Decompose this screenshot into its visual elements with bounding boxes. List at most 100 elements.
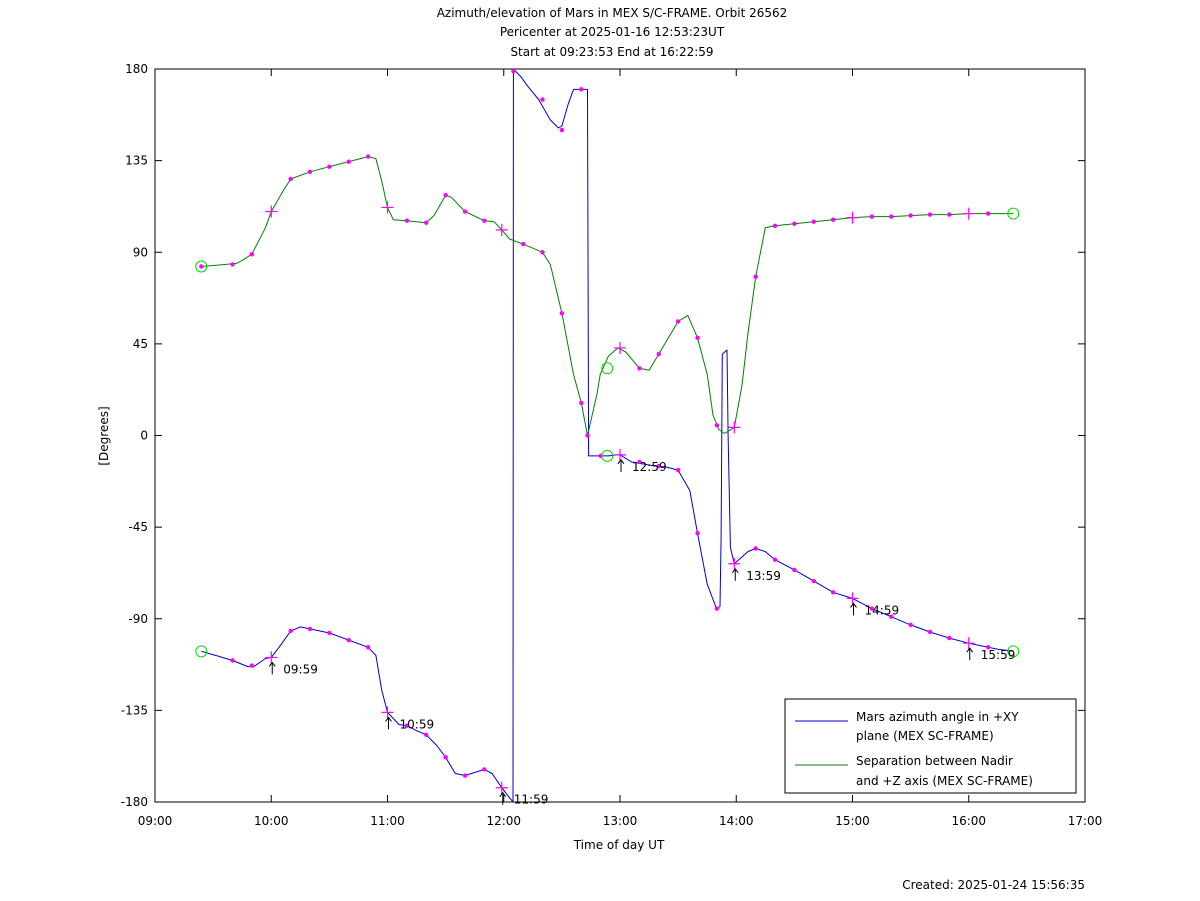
hour-marker	[265, 651, 278, 664]
hour-marker	[728, 421, 741, 434]
data-point	[792, 221, 797, 226]
x-tick-label: 12:00	[486, 814, 521, 828]
data-point	[327, 630, 332, 636]
data-point	[811, 219, 816, 224]
data-point	[753, 274, 758, 279]
data-point	[462, 773, 468, 778]
time-annotation-arrow	[617, 459, 625, 472]
data-point	[908, 213, 913, 218]
data-point	[869, 214, 875, 219]
data-point	[404, 723, 410, 728]
data-point	[927, 629, 933, 635]
time-annotation-arrow	[385, 716, 392, 730]
data-point	[307, 169, 313, 175]
time-annotation-label: 11:59	[514, 793, 549, 807]
x-tick-label: 09:00	[138, 814, 173, 828]
y-tick-label: -180	[121, 795, 148, 809]
hour-marker	[495, 223, 508, 236]
x-axis-label: Time of day UT	[573, 838, 665, 852]
y-tick-label: -45	[128, 520, 148, 534]
data-point	[714, 606, 720, 611]
series-line-azimuth	[201, 68, 1014, 803]
data-point	[327, 164, 332, 169]
data-point	[288, 176, 293, 182]
time-annotation-arrow	[499, 791, 507, 805]
data-point	[424, 732, 429, 738]
data-point	[947, 212, 952, 217]
x-tick-label: 15:00	[835, 814, 870, 828]
time-annotation-label: 15:59	[981, 648, 1016, 662]
data-point	[404, 218, 410, 223]
data-point	[811, 578, 816, 584]
markers	[195, 68, 1020, 794]
event-circle	[1007, 645, 1020, 658]
data-point	[675, 467, 681, 473]
data-point	[520, 241, 526, 247]
data-point	[482, 767, 487, 772]
data-point	[753, 546, 758, 551]
legend-label-separation-2: and +Z axis (MEX SC-FRAME)	[856, 774, 1033, 788]
data-point	[559, 311, 565, 316]
hour-marker	[962, 207, 975, 220]
y-tick-label: -135	[121, 703, 148, 717]
data-point	[927, 212, 933, 217]
time-annotation-arrow	[966, 647, 974, 661]
data-point	[307, 626, 313, 632]
data-point	[637, 366, 642, 371]
data-point	[947, 635, 952, 641]
data-point	[579, 400, 584, 406]
series-line-separation	[201, 156, 1014, 436]
time-annotation-arrow	[268, 661, 276, 675]
plot-area	[154, 68, 1086, 803]
x-tick-label: 16:00	[951, 814, 986, 828]
data-point	[559, 127, 565, 133]
time-annotation-arrow	[731, 567, 739, 581]
data-point	[462, 209, 468, 214]
time-annotation-label: 10:59	[400, 717, 435, 731]
hour-marker	[962, 637, 975, 650]
x-tick-label: 17:00	[1068, 814, 1103, 828]
data-point	[869, 606, 875, 611]
legend-label-separation-1: Separation between Nadir	[856, 754, 1013, 768]
y-axis-label: [Degrees]	[97, 406, 111, 465]
data-point	[230, 262, 235, 267]
data-point	[579, 87, 584, 92]
hour-marker	[614, 448, 626, 461]
time-annotation-label: 13:59	[746, 569, 781, 583]
x-tick-label: 11:00	[370, 814, 405, 828]
event-circle	[195, 260, 208, 273]
data-point	[424, 220, 429, 225]
data-point	[249, 663, 255, 668]
data-point	[714, 423, 720, 428]
y-tick-label: 45	[133, 337, 148, 351]
data-point	[637, 459, 642, 465]
y-tick-label: -90	[128, 612, 148, 626]
time-annotation-label: 12:59	[632, 460, 667, 474]
plot-frame	[154, 68, 1086, 803]
data-point	[199, 264, 204, 269]
legend-label-azimuth-1: Mars azimuth angle in +XY	[856, 710, 1019, 724]
x-tick-label: 10:00	[254, 814, 289, 828]
legend: Mars azimuth angle in +XY plane (MEX SC-…	[784, 698, 1077, 794]
data-point	[365, 645, 371, 650]
data-point	[889, 614, 894, 619]
data-point	[365, 154, 371, 159]
title-line-1: Azimuth/elevation of Mars in MEX S/C-FRA…	[437, 6, 788, 20]
hour-marker	[846, 211, 859, 224]
legend-label-azimuth-2: plane (MEX SC-FRAME)	[856, 729, 994, 743]
data-point	[230, 658, 235, 663]
data-point	[830, 590, 836, 595]
hour-marker	[846, 592, 859, 605]
data-point	[985, 645, 991, 650]
time-annotation-arrow	[850, 602, 857, 616]
y-tick-label: 90	[133, 245, 148, 259]
data-point	[482, 218, 487, 223]
event-circle	[601, 449, 614, 462]
data-point	[889, 214, 894, 219]
data-point	[656, 351, 661, 357]
time-annotation-label: 09:59	[283, 662, 318, 676]
data-point	[792, 567, 797, 573]
data-point	[675, 319, 681, 324]
legend-box	[784, 698, 1077, 794]
chart-title: Azimuth/elevation of Mars in MEX S/C-FRA…	[437, 6, 788, 59]
